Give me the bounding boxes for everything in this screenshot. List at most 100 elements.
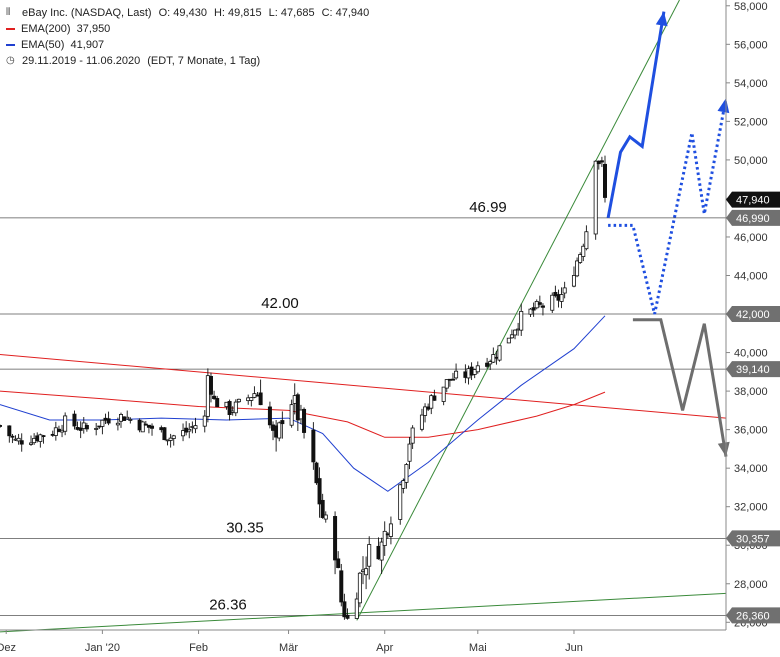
price-tags: 46,990 42,000 39,140 30,357 26,360 47,940 [726, 191, 780, 624]
candle-body [320, 499, 325, 518]
candle-body [202, 415, 207, 427]
candle-body [311, 429, 316, 463]
candle-body [302, 408, 307, 433]
x-tick-label: Mär [279, 642, 298, 654]
price-tag-label: 30,357 [736, 533, 770, 545]
candle-body [444, 379, 449, 389]
candle-body [323, 514, 328, 520]
x-tick-label: Apr [376, 642, 393, 654]
horizontal-levels: 46.99 42.00 30.35 26.36 [0, 199, 726, 616]
candle-body [115, 422, 120, 426]
ema200-value: 37,950 [76, 23, 111, 35]
ema50-label: EMA(50) [21, 39, 65, 51]
candle-body [106, 418, 111, 424]
trendlines [0, 0, 727, 633]
candles [0, 155, 608, 620]
legend-range-row: ◷ 29.11.2019 - 11.06.2020 (EDT, 7 Monate… [6, 53, 369, 69]
date-range: 29.11.2019 - 11.06.2020 [22, 55, 141, 67]
candle-body [528, 308, 533, 315]
candle-body [63, 415, 68, 432]
candle-body [125, 416, 130, 420]
candle-body [143, 423, 148, 426]
x-tick-label: Jun [565, 642, 583, 654]
candle-body [187, 428, 192, 432]
green-trendline [0, 592, 727, 633]
candle-body [345, 614, 350, 619]
candle-body [562, 287, 567, 294]
candle-body [593, 160, 598, 235]
candlestick-icon: ⫴ [6, 7, 11, 18]
candle-body [509, 334, 514, 339]
legend-ema50-row: EMA(50) 41,907 [6, 37, 369, 53]
candle-body [550, 294, 555, 311]
candle-body [84, 425, 89, 430]
candle-body [519, 310, 524, 331]
candle-body [410, 427, 415, 444]
candle-body [342, 601, 347, 618]
candle-body [314, 462, 319, 484]
candle-body [333, 516, 338, 561]
candle-body [168, 437, 173, 441]
candle-body [354, 598, 359, 619]
high-value: 49,815 [228, 7, 262, 19]
candle-body [429, 395, 434, 409]
y-tick-label: 32,000 [734, 502, 768, 514]
y-tick-label: 58,000 [734, 1, 768, 13]
x-tick-label: Jan '20 [85, 642, 120, 654]
candle-body [208, 375, 213, 395]
price-tag-label: 26,360 [736, 610, 770, 622]
blue-solid-projection [606, 11, 666, 219]
ema200-swatch [6, 28, 15, 30]
candle-body [404, 464, 409, 483]
y-tick-label: 36,000 [734, 425, 768, 437]
candle-body [140, 421, 145, 433]
gray-solid-projection [632, 318, 728, 457]
candle-body [398, 484, 403, 520]
candle-body [450, 378, 455, 381]
candle-body [0, 425, 3, 427]
range-info: (EDT, 7 Monate, 1 Tag) [147, 55, 261, 67]
clock-icon: ◷ [6, 55, 15, 66]
candle-body [581, 245, 586, 257]
high-label: H: [213, 7, 225, 19]
candle-body [599, 160, 604, 163]
ema50-value: 41,907 [70, 39, 105, 51]
red-trendline [0, 353, 727, 419]
close-value: 47,940 [335, 7, 370, 19]
candle-body [317, 478, 322, 505]
y-tick-label: 46,000 [734, 232, 768, 244]
candle-body [578, 254, 583, 263]
y-tick-label: 44,000 [734, 271, 768, 283]
x-tick-label: Dez [0, 642, 16, 654]
candle-body [357, 572, 362, 604]
price-tag-label: 46,990 [736, 213, 770, 225]
y-tick-label: 34,000 [734, 463, 768, 475]
candle-body [215, 398, 220, 408]
candle-body [584, 231, 589, 250]
candle-body [38, 434, 43, 442]
candle-body [488, 361, 493, 365]
candle-body [41, 435, 46, 437]
candle-body [497, 345, 502, 361]
candle-body [16, 437, 21, 442]
candle-body [100, 419, 105, 427]
x-tick-label: Feb [189, 642, 208, 654]
moving-averages [0, 315, 606, 492]
candle-body [364, 568, 369, 576]
candle-body [193, 425, 198, 430]
candle-body [236, 398, 241, 403]
level-label: 30.35 [226, 519, 264, 536]
candle-body [537, 302, 542, 305]
candle-body [212, 395, 217, 399]
candle-body [506, 337, 511, 344]
y-tick-label: 54,000 [734, 78, 768, 90]
candle-body [407, 443, 412, 462]
candle-body [419, 414, 424, 430]
instrument-name: eBay Inc. (NASDAQ, Last) [22, 7, 152, 19]
candle-body [227, 401, 232, 415]
candle-body [379, 541, 384, 561]
candle-body [423, 406, 428, 416]
candle-body [336, 558, 341, 568]
candle-body [441, 386, 446, 402]
